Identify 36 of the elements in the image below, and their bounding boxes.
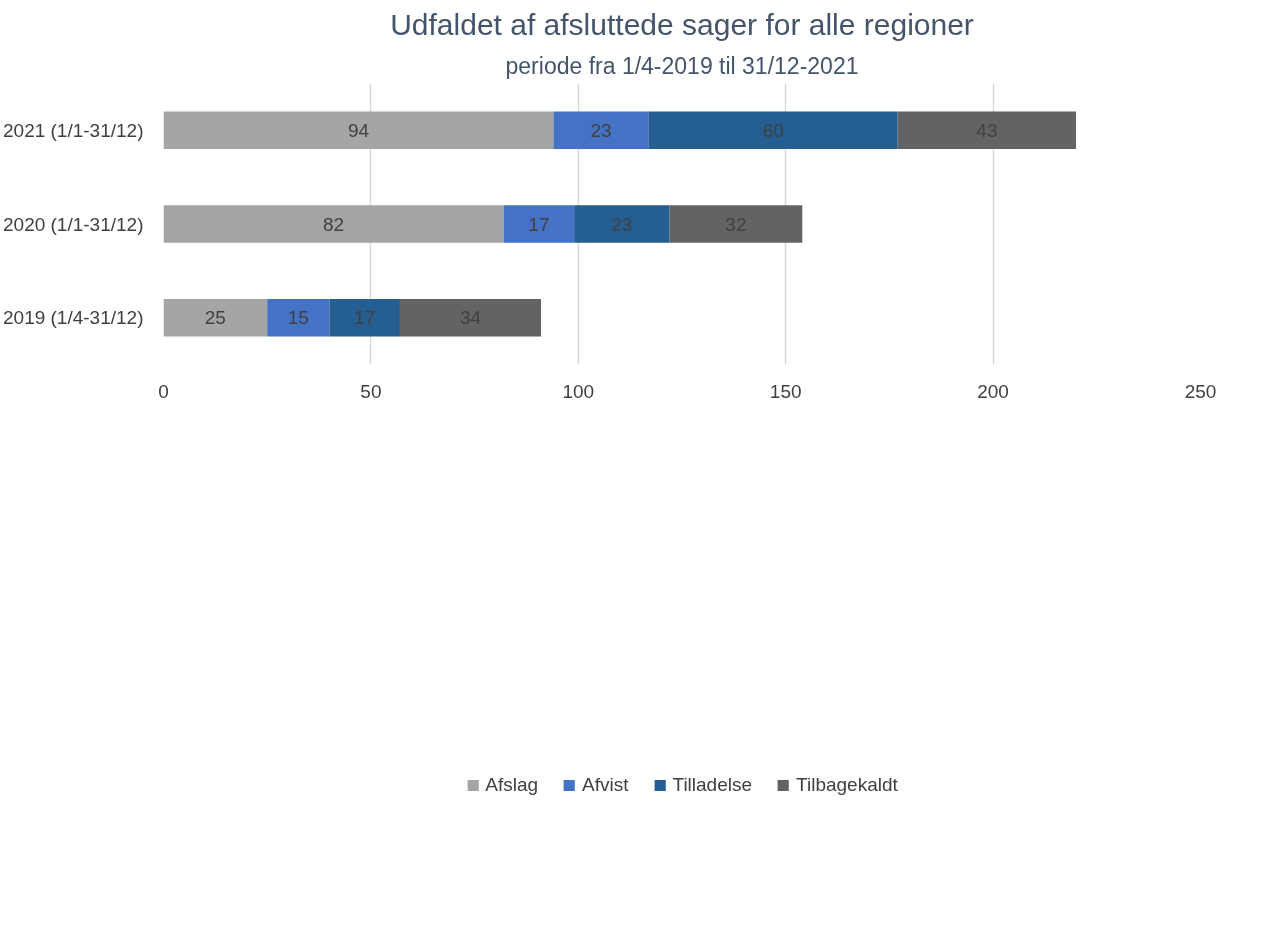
bar (897, 111, 1077, 150)
x-tick-label: 50 (360, 380, 382, 402)
bar (163, 111, 554, 150)
legend-label: Afvist (582, 773, 629, 796)
data-label: 60 (762, 119, 784, 141)
bar (399, 298, 541, 337)
data-label: 23 (611, 213, 633, 235)
x-tick-label: 150 (769, 380, 802, 402)
y-tick-label: 2019 (1/4-31/12) (3, 307, 144, 329)
legend-label: Tilbagekaldt (796, 773, 898, 796)
legend-label: Tilladelse (672, 773, 753, 796)
x-tick-label: 0 (158, 380, 169, 402)
legend-label: Afslag (485, 773, 539, 796)
y-tick-label: 2021 (1/1-31/12) (3, 119, 144, 141)
bar (503, 205, 575, 243)
data-label: 17 (528, 213, 550, 235)
bar (574, 205, 670, 243)
data-label: 94 (347, 119, 370, 141)
bar (553, 111, 649, 150)
x-tick-label: 100 (562, 380, 595, 402)
chart-subtitle: periode fra 1/4-2019 til 31/12-2021 (505, 52, 859, 79)
data-label: 82 (323, 213, 345, 235)
bar (648, 111, 898, 150)
bar (329, 298, 400, 337)
chart-title: Udfaldet af afsluttede sager for alle regioner (390, 7, 974, 41)
bar (163, 205, 504, 243)
bar (163, 298, 268, 337)
bar (669, 205, 803, 243)
data-label: 23 (590, 119, 612, 141)
data-label: 15 (287, 307, 309, 329)
y-tick-label: 2020 (1/1-31/12) (3, 213, 144, 235)
x-tick-label: 250 (1184, 380, 1217, 402)
data-label: 25 (204, 307, 226, 329)
bar (267, 298, 330, 337)
x-tick-label: 200 (977, 380, 1009, 402)
data-label: 17 (354, 307, 376, 329)
